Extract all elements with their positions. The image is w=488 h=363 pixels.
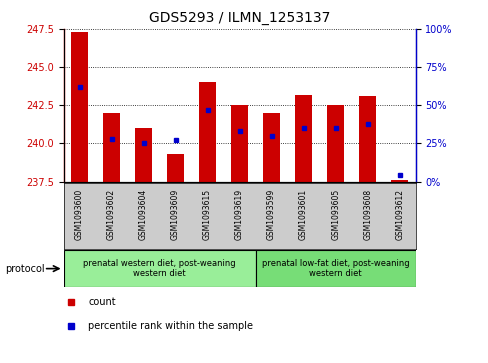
Bar (135, 128, 152, 182)
Bar (230, 105, 248, 182)
Text: GSM1093602: GSM1093602 (107, 188, 116, 240)
Bar (294, 95, 312, 182)
Text: percentile rank within the sample: percentile rank within the sample (88, 321, 253, 331)
Bar (166, 154, 184, 182)
Bar (255, 250, 415, 287)
Text: GSM1093601: GSM1093601 (299, 188, 307, 240)
Bar (358, 96, 376, 182)
Bar (71, 32, 88, 182)
Text: GSM1093609: GSM1093609 (171, 188, 180, 240)
Bar (262, 113, 280, 182)
Text: GSM1093615: GSM1093615 (203, 188, 212, 240)
Text: GSM1093604: GSM1093604 (139, 188, 148, 240)
Bar (390, 180, 407, 182)
Text: count: count (88, 297, 116, 307)
Bar (102, 113, 120, 182)
Text: GSM1093619: GSM1093619 (235, 188, 244, 240)
Text: GSM1093599: GSM1093599 (266, 188, 276, 240)
Text: protocol: protocol (5, 264, 44, 274)
Bar (326, 105, 344, 182)
Text: prenatal western diet, post-weaning
western diet: prenatal western diet, post-weaning west… (83, 259, 235, 278)
Bar (63, 250, 255, 287)
Title: GDS5293 / ILMN_1253137: GDS5293 / ILMN_1253137 (149, 11, 329, 25)
Text: GSM1093608: GSM1093608 (363, 188, 371, 240)
Text: prenatal low-fat diet, post-weaning
western diet: prenatal low-fat diet, post-weaning west… (261, 259, 408, 278)
Text: GSM1093605: GSM1093605 (330, 188, 340, 240)
Text: GSM1093612: GSM1093612 (394, 188, 403, 240)
Text: GSM1093600: GSM1093600 (75, 188, 84, 240)
Bar (199, 82, 216, 182)
